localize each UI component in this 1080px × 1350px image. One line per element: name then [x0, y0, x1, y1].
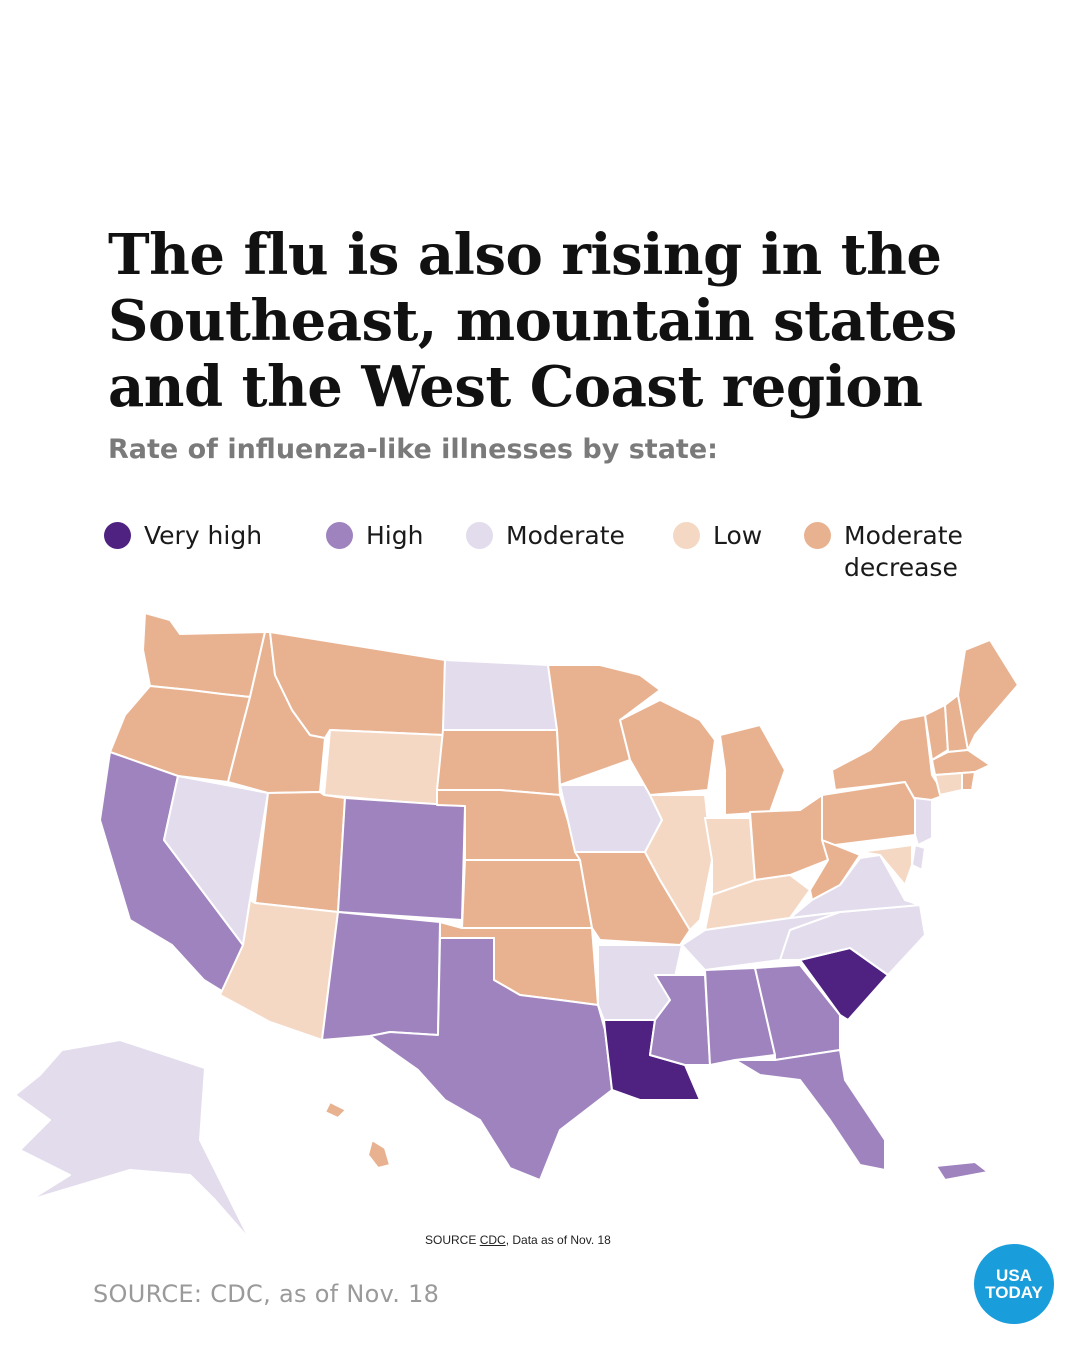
state-DE: [911, 844, 926, 871]
state-WY: [323, 729, 444, 806]
state-PA: [821, 781, 919, 846]
state-IA: [559, 784, 663, 853]
map-source-link[interactable]: CDC: [479, 1233, 506, 1247]
state-FL: [734, 1049, 886, 1171]
state-RI: [961, 771, 976, 791]
logo-line-1: USA: [996, 1266, 1032, 1285]
state-MD: [859, 844, 913, 886]
legend-swatch-high: [326, 522, 353, 549]
footer-source: SOURCE: CDC, as of Nov. 18: [93, 1280, 440, 1308]
state-PR: [935, 1161, 989, 1181]
state-IL: [644, 794, 713, 931]
state-HI-maui: [324, 1101, 347, 1119]
state-AL: [704, 967, 776, 1066]
us-state-map: [14, 612, 1019, 1240]
legend-swatch-moderate-decrease: [804, 522, 831, 549]
state-ME: [957, 639, 1019, 751]
state-HI: [367, 1139, 391, 1169]
usa-today-logo: USA TODAY: [974, 1244, 1054, 1324]
legend-item-moderate: Moderate: [466, 520, 625, 552]
state-WA: [142, 612, 266, 698]
legend-swatch-low: [673, 522, 700, 549]
headline: The flu is also rising in the Southeast,…: [108, 222, 1008, 420]
legend-label-very-high: Very high: [144, 521, 263, 550]
legend: Very high High Moderate Low Moderate dec…: [104, 520, 1034, 600]
state-MI: [719, 724, 786, 816]
state-NJ: [914, 797, 933, 846]
legend-swatch-very-high: [104, 522, 131, 549]
legend-item-very-high: Very high: [104, 520, 262, 552]
legend-item-low: Low: [673, 520, 762, 552]
map-source-prefix: SOURCE: [425, 1233, 480, 1247]
state-NM: [321, 911, 441, 1041]
legend-label-moderate-decrease: Moderate decrease: [844, 521, 963, 582]
headline-line-2: Southeast, mountain states: [108, 288, 957, 354]
state-ND: [442, 659, 558, 731]
map-source-note: SOURCE CDC, Data as of Nov. 18: [425, 1233, 611, 1247]
legend-label-high: High: [366, 521, 424, 550]
state-KS: [461, 859, 593, 929]
logo-line-2: TODAY: [985, 1283, 1043, 1302]
legend-swatch-moderate: [466, 522, 493, 549]
state-UT: [254, 791, 346, 913]
subhead: Rate of influenza-like illnesses by stat…: [108, 434, 718, 465]
state-AK: [14, 1039, 251, 1240]
map-source-suffix: , Data as of Nov. 18: [505, 1233, 611, 1247]
headline-line-1: The flu is also rising in the: [108, 222, 942, 288]
legend-item-high: High: [326, 520, 423, 552]
legend-item-moderate-decrease: Moderate decrease: [804, 520, 963, 584]
state-TX: [369, 937, 613, 1181]
state-CO: [337, 797, 466, 921]
state-WI: [619, 699, 716, 796]
headline-line-3: and the West Coast region: [108, 354, 923, 420]
state-SD: [436, 729, 561, 796]
legend-label-low: Low: [713, 521, 763, 550]
state-CT: [934, 772, 963, 796]
legend-label-moderate: Moderate: [506, 521, 625, 550]
